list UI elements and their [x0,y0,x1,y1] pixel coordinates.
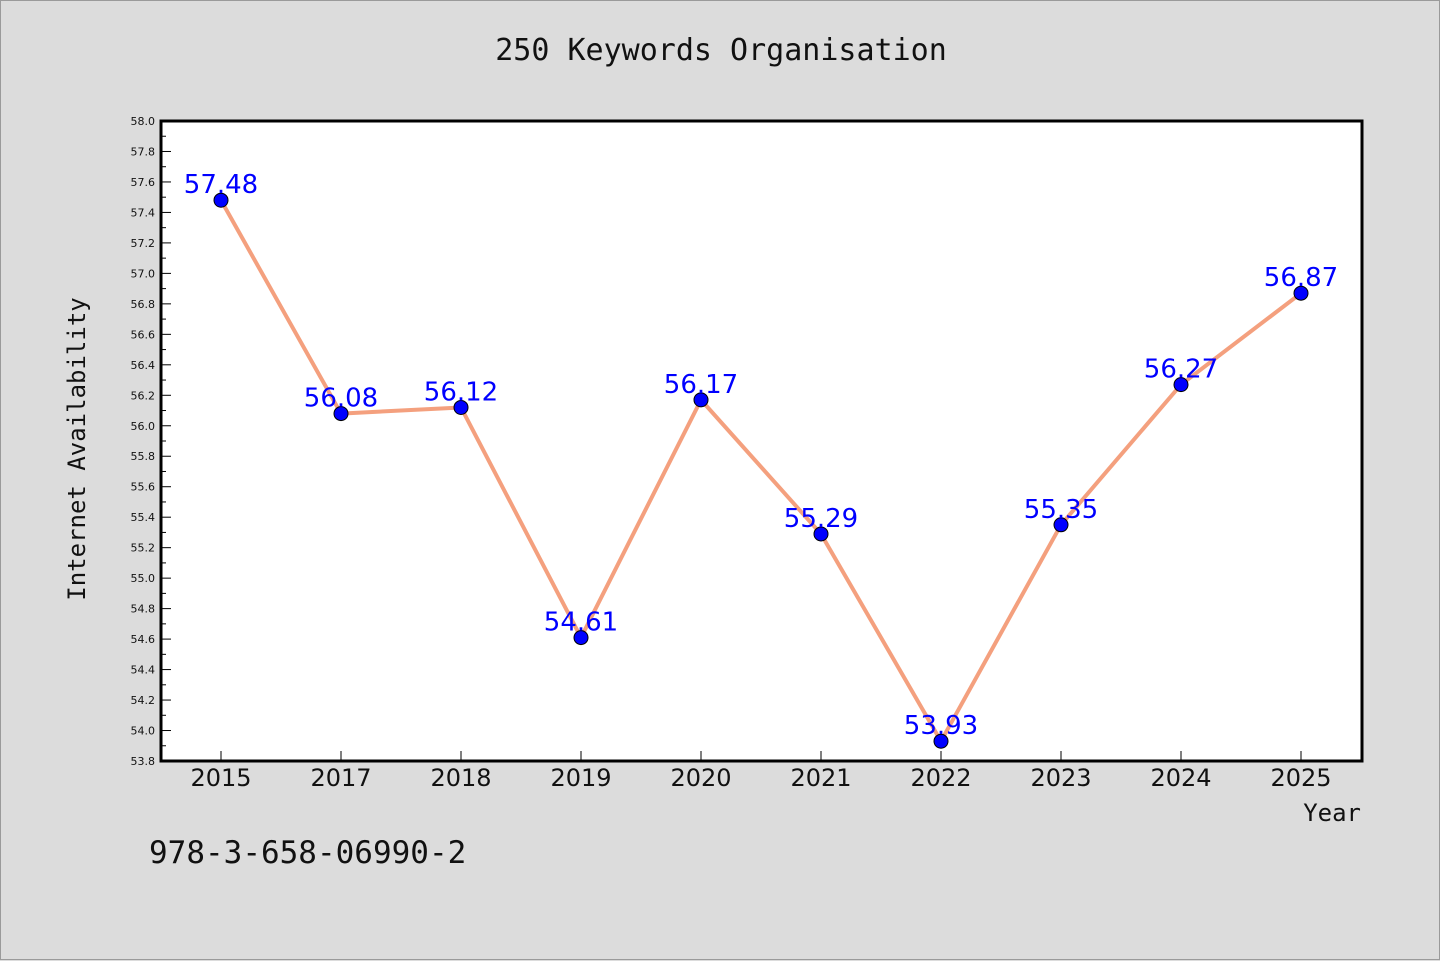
data-label: 53.93 [904,711,978,741]
y-tick-label: 55.4 [131,511,156,524]
data-point-marker [933,733,949,749]
y-tick-label: 54.0 [131,725,156,738]
data-label: 56.27 [1144,355,1218,385]
x-tick-label: 2017 [310,764,371,792]
data-point-marker [453,399,469,415]
x-tick-label: 2023 [1030,764,1091,792]
x-tick-label: 2025 [1270,764,1331,792]
data-label-group: 57.48 56.08 56.12 54.61 56.17 55.29 53.93 55.35… [184,170,1338,741]
y-tick-label: 57.6 [131,176,156,189]
y-tick-label: 53.8 [131,755,156,768]
data-point-marker [813,526,829,542]
y-tick-label: 58.0 [131,115,156,128]
chart-title: 250 Keywords Organisation [495,33,947,68]
x-tick-label: 2018 [430,764,491,792]
x-tick-label: 2019 [550,764,611,792]
x-axis: 2015 2017 2018 2019 2020 2021 2022 2023 2024 2025 [190,751,1332,792]
data-label: 55.29 [784,504,858,534]
x-tick-label: 2020 [670,764,731,792]
y-tick-label: 54.2 [131,694,156,707]
data-point-marker [1053,517,1069,533]
y-tick-label: 57.0 [131,267,156,280]
marker-group [213,192,1309,749]
y-tick-label: 54.4 [131,664,156,677]
data-point-marker [1293,285,1309,301]
data-label: 56.08 [304,384,378,414]
y-tick-label: 56.4 [131,359,156,372]
x-axis-label: Year [1303,799,1361,827]
y-tick-label: 55.0 [131,572,156,585]
y-tick-label: 56.8 [131,298,156,311]
y-tick-label: 55.2 [131,542,156,555]
data-point-marker [333,406,349,422]
data-point-marker [573,630,589,646]
data-point-marker [213,192,229,208]
data-label: 55.35 [1024,495,1098,525]
data-label: 57.48 [184,170,258,200]
x-tick-label: 2024 [1150,764,1211,792]
y-tick-label: 55.8 [131,450,156,463]
y-tick-label: 56.6 [131,328,156,341]
y-tick-label: 55.6 [131,481,156,494]
data-label: 56.17 [664,370,738,400]
data-point-marker [693,392,709,408]
data-label: 56.12 [424,377,498,407]
data-point-marker [1173,377,1189,393]
x-tick-label: 2015 [190,764,251,792]
x-tick-label: 2022 [910,764,971,792]
y-axis-label: Internet Availability [63,297,91,600]
x-tick-label: 2021 [790,764,851,792]
y-tick-label: 57.2 [131,237,156,250]
y-tick-label: 57.4 [131,206,156,219]
y-tick-label: 54.6 [131,633,156,646]
data-label: 54.61 [544,608,618,638]
series-line [219,199,1303,744]
data-label: 56.87 [1264,263,1338,293]
y-tick-label: 56.2 [131,389,156,402]
y-axis: 53.8 54.0 54.2 54.4 54.6 54.8 55.0 55.2 55.4 55.6… [131,115,171,768]
series-line-group [219,199,1303,744]
y-tick-label: 54.8 [131,603,156,616]
y-tick-label: 57.8 [131,145,156,158]
plot-area [159,119,1364,763]
isbn-text: 978-3-658-06990-2 [149,835,467,871]
y-tick-label: 56.0 [131,420,156,433]
